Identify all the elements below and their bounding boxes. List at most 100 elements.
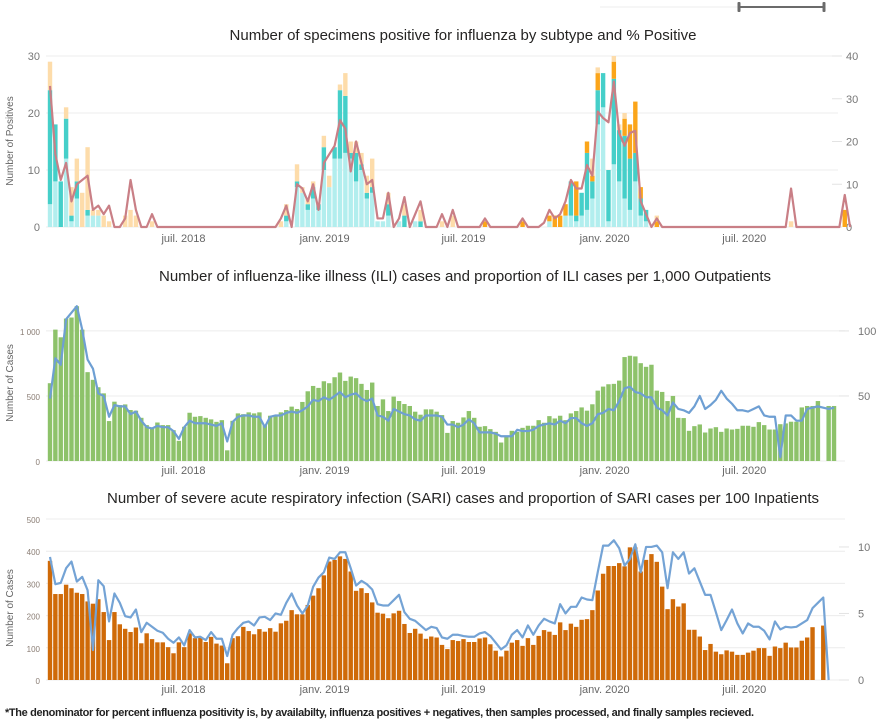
range-slider[interactable] [737, 2, 826, 12]
bar [514, 640, 520, 680]
bar [348, 571, 353, 680]
bar [63, 158, 69, 227]
y-tick-label: 1 000 [20, 328, 41, 337]
bar [622, 113, 627, 119]
bar [697, 424, 702, 461]
bar [649, 554, 654, 680]
bar [745, 425, 751, 461]
bar [633, 356, 638, 461]
bar [96, 215, 101, 227]
bar [493, 650, 498, 680]
bar [343, 95, 348, 153]
bar [80, 192, 85, 227]
bar [804, 405, 810, 461]
bar [439, 415, 445, 461]
bar [53, 181, 58, 227]
bar [702, 650, 708, 680]
bar [622, 357, 627, 461]
bar [418, 209, 423, 222]
bar [80, 329, 85, 461]
bar [563, 215, 568, 227]
bar [461, 639, 466, 680]
bar [810, 627, 815, 680]
bar [85, 372, 90, 461]
bar [531, 644, 536, 680]
bar [203, 642, 208, 680]
bar [617, 130, 622, 182]
bar [638, 571, 643, 680]
bar [348, 376, 353, 461]
bar [246, 412, 251, 461]
bar [606, 566, 611, 680]
bar [47, 560, 53, 680]
bar [482, 221, 488, 227]
bar [246, 631, 251, 680]
bar [165, 425, 171, 461]
bar [654, 221, 660, 227]
bar [670, 599, 676, 680]
bar [595, 390, 600, 461]
bar [788, 221, 794, 227]
bar [547, 416, 552, 461]
bar [370, 602, 375, 680]
bar [783, 423, 788, 461]
bar [305, 209, 310, 227]
bar [348, 158, 353, 227]
y-tick-label: 0 [36, 677, 41, 686]
bar [821, 625, 826, 680]
bar [627, 209, 633, 227]
bar [541, 630, 547, 680]
bar [262, 425, 267, 461]
range-slider-handle-end[interactable] [822, 2, 826, 12]
bar [756, 648, 762, 680]
bar [659, 391, 665, 461]
bar [267, 628, 273, 680]
bar [74, 306, 80, 461]
x-tick-label: juil. 2018 [160, 233, 205, 245]
range-slider-handle-start[interactable] [737, 2, 741, 12]
bar [611, 61, 617, 79]
bar [482, 637, 488, 680]
bar [370, 187, 375, 193]
bar [96, 387, 101, 461]
bar [633, 152, 638, 182]
x-tick-label: janv. 2019 [299, 465, 350, 477]
bar [364, 192, 370, 199]
y-tick-label: 100 [27, 645, 41, 654]
bar [595, 73, 600, 91]
bar [729, 429, 735, 461]
y-tick-label: 500 [27, 393, 41, 402]
x-tick-label: juil. 2019 [440, 465, 485, 477]
bar [160, 425, 165, 461]
y2-tick-label: 100 [858, 326, 876, 338]
x-tick-label: janv. 2019 [299, 233, 350, 245]
bar [804, 637, 810, 680]
bar [568, 413, 574, 461]
bar [455, 422, 461, 461]
bar [509, 430, 515, 461]
bar [305, 204, 310, 210]
bar [557, 622, 563, 680]
bar [257, 629, 262, 680]
bar [47, 90, 53, 205]
x-tick-label: juil. 2019 [440, 233, 485, 245]
bar [90, 215, 96, 227]
bar [391, 613, 396, 680]
bar [574, 181, 579, 216]
bar [633, 181, 638, 227]
bar [767, 429, 772, 461]
bar [756, 422, 762, 461]
bar [590, 404, 595, 461]
bar [568, 623, 574, 680]
bar [337, 556, 343, 680]
bar [584, 410, 590, 461]
x-tick-label: juil. 2019 [440, 684, 485, 696]
bar [568, 215, 574, 227]
bar [284, 221, 289, 227]
bar [659, 586, 665, 680]
bar [472, 642, 477, 680]
bar [353, 590, 359, 680]
bar [488, 429, 493, 461]
bar [810, 405, 815, 461]
bar [316, 588, 321, 680]
